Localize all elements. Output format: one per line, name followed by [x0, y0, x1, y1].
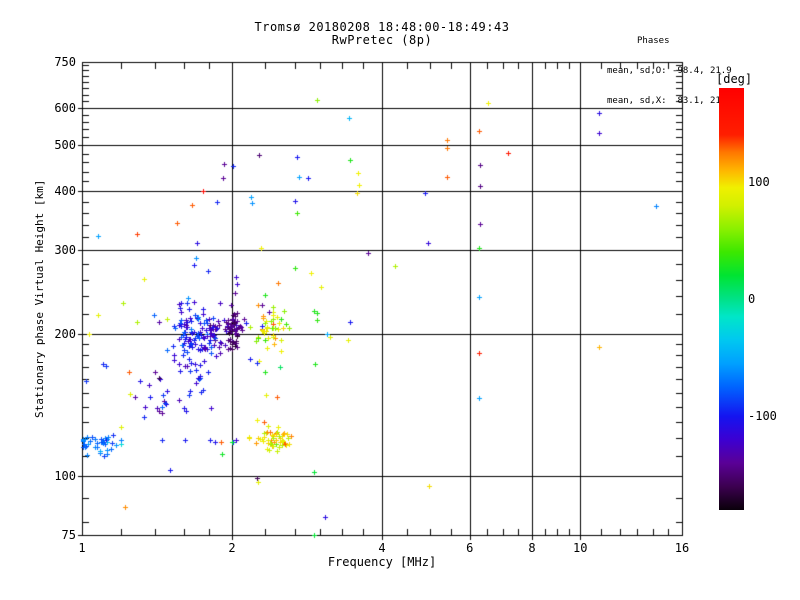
- phase-stats-header: Phases: [637, 36, 670, 46]
- y-tick-label-100: 100: [54, 468, 76, 483]
- x-tick-label-16: 16: [674, 541, 690, 555]
- y-tick-label-200: 200: [54, 326, 76, 341]
- y-tick-label-300: 300: [54, 243, 76, 258]
- colorbar-tick-label-100: 100: [748, 174, 770, 189]
- x-tick-label-1: 1: [78, 541, 86, 555]
- phase-stats-o-mode: mean, sd,O: -98.4, 21.9: [607, 66, 732, 76]
- x-tick-label-2: 2: [228, 541, 236, 555]
- phase-stats-block: Phases mean, sd,O: -98.4, 21.9 mean, sd,…: [607, 16, 732, 126]
- phase-stats-x-mode: mean, sd,X: 83.1, 21.8: [607, 96, 732, 106]
- y-tick-label-400: 400: [54, 184, 76, 199]
- colorbar-gradient: [719, 88, 744, 510]
- colorbar-unit-label: [deg]: [716, 72, 753, 86]
- y-axis-title: Stationary phase Virtual Height [km]: [33, 179, 46, 418]
- plot-subtitle: RwPretec (8p): [331, 33, 433, 47]
- x-tick-label-10: 10: [573, 541, 588, 555]
- x-tick-label-4: 4: [378, 541, 386, 555]
- colorbar-tick-label-0: 0: [748, 292, 756, 306]
- x-tick-label-8: 8: [528, 541, 536, 555]
- y-tick-label-75: 75: [61, 528, 76, 542]
- y-tick-label-750: 750: [54, 55, 76, 69]
- colorbar-tick-label--100: -100: [748, 409, 777, 424]
- x-tick-label-6: 6: [466, 541, 474, 555]
- y-tick-label-500: 500: [54, 138, 76, 153]
- y-tick-label-600: 600: [54, 100, 76, 115]
- x-axis-title: Frequency [MHz]: [327, 555, 437, 569]
- plot-title: Tromsø 20180208 18:48:00-18:49:43: [254, 20, 510, 34]
